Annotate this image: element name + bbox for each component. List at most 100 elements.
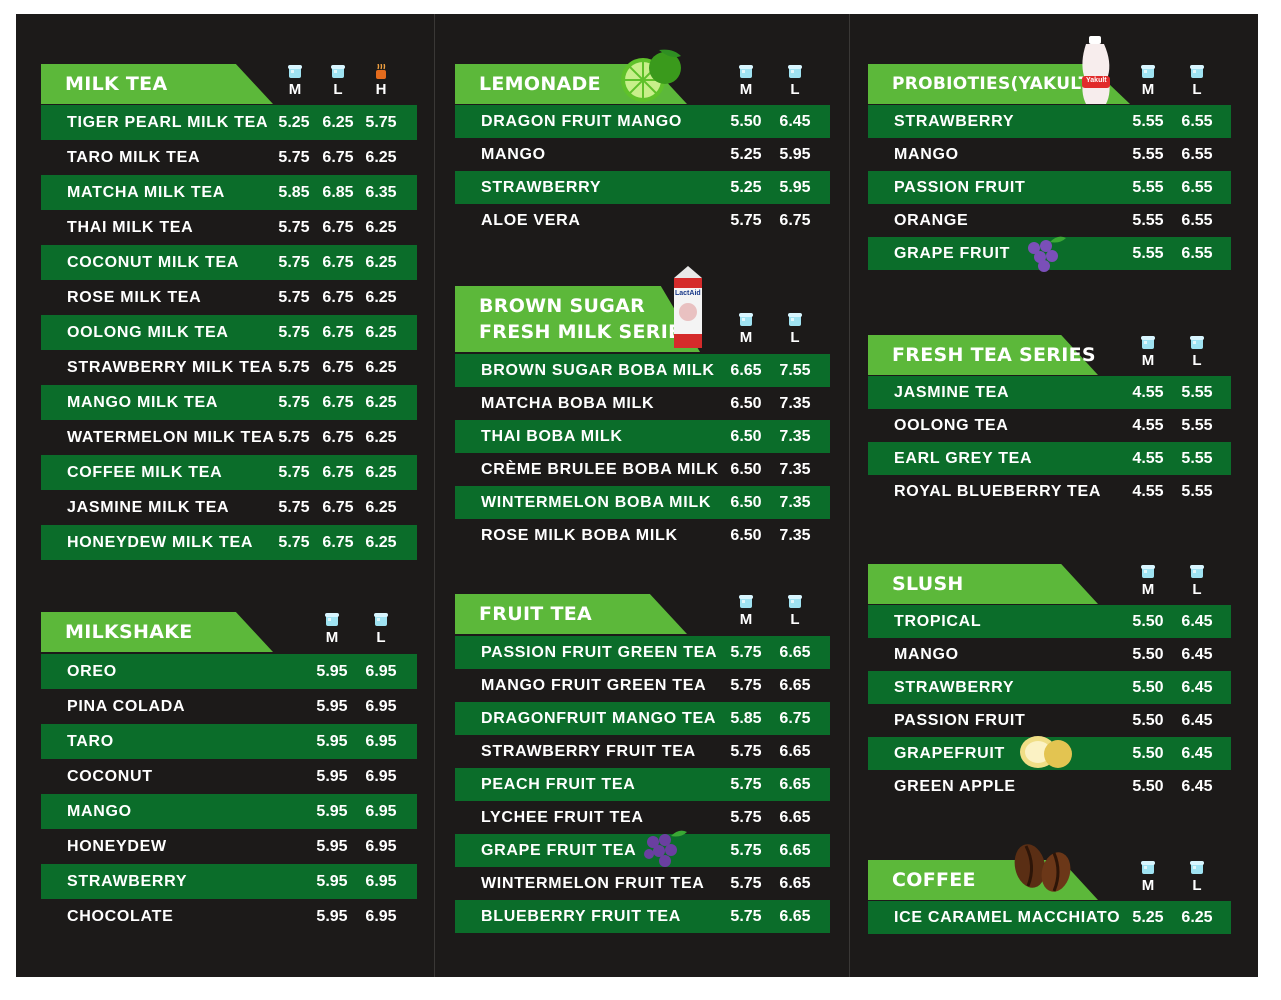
menu-item-row: HONEYDEW 5.95 6.95 [41,829,417,864]
probiotics-section: PROBIOTIES(YAKULT) M L Yakult STRAWBERRY… [868,36,1231,272]
iced-cup-icon [788,313,802,326]
milk-tea-section: MILK TEA M L H TIGER PEARL MILK TEA 5.25 6… [41,64,417,560]
price-hot: 6.25 [365,289,397,306]
size-large: L [368,612,394,646]
section-title: MILKSHAKE [65,621,193,643]
price-large: 5.55 [1181,384,1213,401]
menu-item-row: ORANGE 5.55 6.55 [868,204,1231,237]
price-hot: 6.25 [365,219,397,236]
price-medium: 5.75 [278,289,310,306]
section-title: FRESH TEA SERIES [892,344,1096,366]
price-large: 6.75 [322,289,354,306]
item-name: LYCHEE FRUIT TEA [481,809,644,826]
iced-cup-icon [1141,336,1155,349]
item-name: MANGO [481,146,546,163]
section-title: FRUIT TEA [479,603,593,625]
milkshake-section: MILKSHAKE M L OREO 5.95 6.95 PINA COLADA 5.9… [41,612,417,934]
price-large: 6.95 [365,698,397,715]
price-medium: 5.75 [730,842,762,859]
price-medium: 5.55 [1132,113,1164,130]
price-medium: 6.50 [730,494,762,511]
menu-item-row: GRAPE FRUIT TEA 5.75 6.65 [455,834,830,867]
iced-cup-icon [1141,861,1155,874]
price-large: 6.75 [322,499,354,516]
item-name: GRAPEFRUIT [894,745,1005,762]
price-large: 6.25 [322,114,354,131]
menu-item-row: THAI BOBA MILK 6.50 7.35 [455,420,830,453]
iced-cup-icon [1190,861,1204,874]
coffee-section: COFFEE M L ICE CARAMEL MACCHIATO 5.25 6.25 [868,844,1231,934]
item-name: EARL GREY TEA [894,450,1033,467]
price-large: 6.25 [1181,909,1213,926]
menu-item-row: ROSE MILK TEA 5.75 6.75 6.25 [41,280,417,315]
price-large: 5.55 [1181,450,1213,467]
price-medium: 6.50 [730,527,762,544]
price-large: 6.45 [1181,712,1213,729]
price-large: 6.75 [322,254,354,271]
menu-item-row: OOLONG MILK TEA 5.75 6.75 6.25 [41,315,417,350]
menu-item-row: MANGO 5.95 6.95 [41,794,417,829]
price-large: 5.95 [779,146,811,163]
iced-cup-icon [739,313,753,326]
menu-item-row: MANGO FRUIT GREEN TEA 5.75 6.65 [455,669,830,702]
grape-icon [1028,236,1066,272]
price-hot: 6.25 [365,149,397,166]
menu-item-row: TARO MILK TEA 5.75 6.75 6.25 [41,140,417,175]
price-medium: 5.50 [730,113,762,130]
item-name: TROPICAL [894,613,982,630]
price-medium: 5.75 [730,743,762,760]
menu-item-row: STRAWBERRY FRUIT TEA 5.75 6.65 [455,735,830,768]
size-medium: M [1135,564,1161,598]
section-tab [868,564,1098,604]
size-large: L [1184,64,1210,98]
item-name: MANGO FRUIT GREEN TEA [481,677,707,694]
price-large: 5.55 [1181,417,1213,434]
item-name: MATCHA BOBA MILK [481,395,655,412]
size-medium: M [1135,335,1161,369]
iced-cup-icon [374,613,388,626]
price-large: 7.35 [779,527,811,544]
item-name: MANGO [894,646,959,663]
brown-sugar-section: BROWN SUGAR FRESH MILK SERIES M L LactAi… [455,266,830,552]
price-medium: 5.55 [1132,179,1164,196]
price-large: 6.75 [779,710,811,727]
price-medium: 5.75 [730,908,762,925]
price-large: 6.75 [322,429,354,446]
price-large: 6.75 [322,464,354,481]
menu-item-row: PEACH FRUIT TEA 5.75 6.65 [455,768,830,801]
price-hot: 6.25 [365,464,397,481]
price-large: 6.75 [322,359,354,376]
iced-cup-icon [739,595,753,608]
item-name: JASMINE TEA [894,384,1010,401]
price-medium: 5.50 [1132,679,1164,696]
price-large: 7.55 [779,362,811,379]
menu-item-row: WINTERMELON FRUIT TEA 5.75 6.65 [455,867,830,900]
item-name: THAI MILK TEA [67,219,194,236]
item-name: CRÈME BRULEE BOBA MILK [481,461,719,478]
price-large: 6.95 [365,838,397,855]
price-medium: 5.25 [1132,909,1164,926]
menu-item-row: STRAWBERRY 5.25 5.95 [455,171,830,204]
price-large: 6.55 [1181,113,1213,130]
price-medium: 5.75 [278,219,310,236]
menu-item-row: JASMINE TEA 4.55 5.55 [868,376,1231,409]
menu-item-row: EARL GREY TEA 4.55 5.55 [868,442,1231,475]
menu-item-row: MANGO MILK TEA 5.75 6.75 6.25 [41,385,417,420]
price-hot: 6.25 [365,534,397,551]
menu-item-row: ICE CARAMEL MACCHIATO 5.25 6.25 [868,901,1231,934]
price-medium: 5.25 [278,114,310,131]
section-title-line-1: BROWN SUGAR [479,295,646,317]
price-large: 6.45 [1181,745,1213,762]
menu-item-row: TARO 5.95 6.95 [41,724,417,759]
item-name: ORANGE [894,212,969,229]
item-name: WATERMELON MILK TEA [67,429,275,446]
price-large: 6.65 [779,776,811,793]
fresh-tea-list: JASMINE TEA 4.55 5.55 OOLONG TEA 4.55 5.55 EAR… [868,376,1231,508]
price-medium: 5.50 [1132,778,1164,795]
menu-item-row: DRAGON FRUIT MANGO 5.50 6.45 [455,105,830,138]
menu-item-row: DRAGONFRUIT MANGO TEA 5.85 6.75 [455,702,830,735]
price-medium: 5.55 [1132,146,1164,163]
item-name: GRAPE FRUIT TEA [481,842,637,859]
fruit-tea-list: PASSION FRUIT GREEN TEA 5.75 6.65 MANGO FRU… [455,636,830,933]
carton-label: LactAid [675,290,701,297]
